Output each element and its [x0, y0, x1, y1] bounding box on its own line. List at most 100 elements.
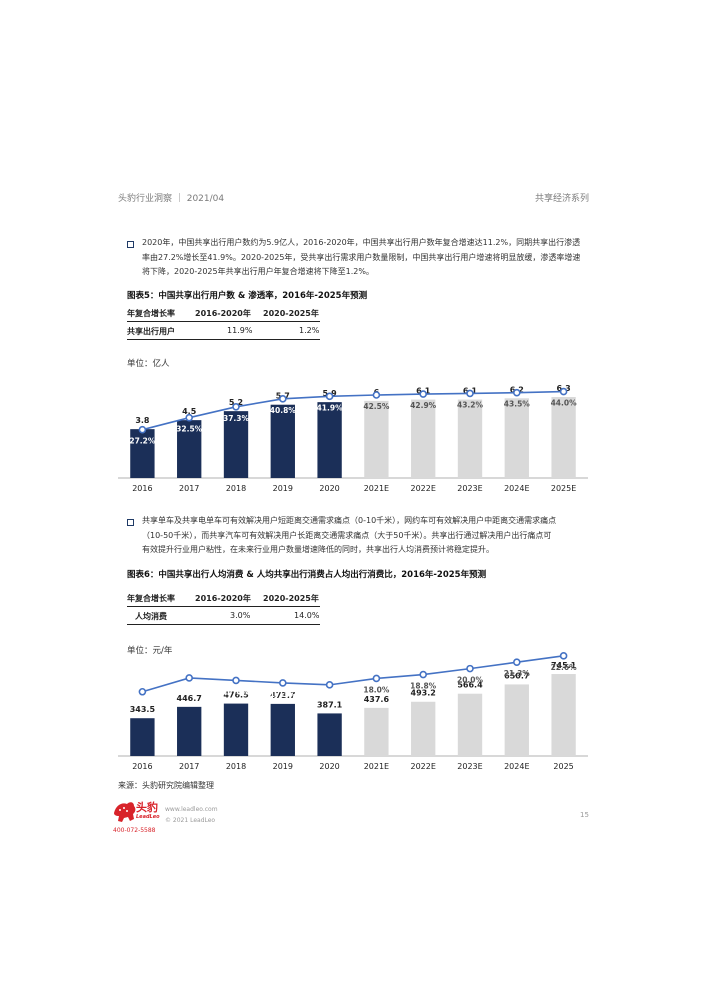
line-point — [372, 391, 381, 399]
line-point — [279, 395, 287, 403]
line-point — [325, 681, 334, 689]
pct-label: 43.2% — [457, 400, 484, 409]
pct-label: 44.0% — [551, 399, 578, 408]
bar — [364, 400, 389, 478]
line-point — [419, 390, 428, 398]
bar-value-label: 5.2 — [229, 398, 243, 407]
logo-subtext: LeadLeo — [136, 814, 160, 820]
figure-5-title: 图表5：中国共享出行用户数 & 渗透率，2016年-2025年预测 — [127, 291, 368, 301]
table-header-label: 年复合增长率 — [127, 594, 175, 603]
x-tick-label: 2020 — [319, 762, 339, 771]
paragraph-1: 2020年，中国共享出行用户数约为5.9亿人，2016-2020年，中国共享出行… — [142, 238, 581, 276]
x-tick-label: 2017 — [179, 484, 199, 493]
pct-label: 18.1% — [176, 685, 203, 694]
x-tick-label: 2016 — [132, 484, 152, 493]
header-left: 头豹行业洞察 ｜ 2021/04 — [118, 194, 225, 204]
bar-value-label: 3.8 — [135, 416, 150, 425]
pct-label: 22.6% — [551, 663, 578, 672]
line-point — [185, 674, 193, 682]
table-row-label: 共享出行用户 — [127, 327, 175, 336]
pct-label: 43.5% — [504, 400, 531, 409]
pct-label: 41.9% — [317, 403, 344, 412]
table-rule — [127, 624, 320, 625]
leadleo-logo: 头豹 LeadLeo — [112, 799, 160, 825]
paragraph-2: 共享单车及共享电单车可有效解决用户短距离交通需求痛点（0-10千米），网约车可有… — [142, 516, 557, 554]
x-tick-label: 2025E — [551, 484, 576, 493]
bar — [130, 429, 155, 478]
pct-label: 17.1% — [270, 690, 297, 699]
bar-value-label: 476.5 — [223, 691, 249, 700]
line-point — [372, 674, 381, 683]
bar — [504, 684, 529, 756]
x-tick-label: 2019 — [273, 484, 293, 493]
bar-value-label: 566.4 — [457, 681, 483, 690]
x-tick-label: 2016 — [132, 762, 152, 771]
bar — [270, 404, 295, 478]
figure-6-title: 图表6：中国共享出行人均消费 & 人均共享出行消费占人均出行消费比，2016年-… — [127, 570, 487, 580]
pct-label: 42.9% — [410, 401, 437, 410]
bar — [177, 420, 202, 478]
x-tick-label: 2021E — [364, 762, 389, 771]
table-header-period1: 2016-2020年 — [195, 309, 251, 318]
series-line — [142, 655, 564, 693]
source-note: 来源：头豹研究院编辑整理 — [118, 781, 214, 790]
chart-spending-ratio: 343.5 2016 446.7 2017 476.5 2018 473.7 2019 387.… — [118, 652, 588, 771]
bar-value-label: 650.7 — [504, 671, 529, 680]
table-rule — [127, 339, 320, 340]
footer-phone: 400-072-5588 — [113, 827, 156, 834]
bar-value-label: 745.1 — [551, 661, 577, 670]
chart-users-penetration: 3.820164.520175.220185.720195.9202062021… — [118, 384, 588, 493]
chart-2-unit: 单位：元/年 — [127, 646, 173, 656]
bar — [317, 713, 342, 756]
table-cell-period2: 1.2% — [299, 326, 320, 335]
pct-label: 37.3% — [223, 414, 250, 423]
x-tick-label: 2025 — [553, 762, 573, 771]
figure-5-table: 年复合增长率 2016-2020年 2020-2025年 共享出行用户 11.9… — [127, 306, 320, 340]
pct-label: 20.0% — [457, 676, 484, 685]
bar-value-label: 437.6 — [364, 695, 390, 704]
pct-label: 40.8% — [270, 406, 297, 415]
bar — [504, 398, 529, 478]
bar — [177, 706, 202, 756]
x-tick-label: 2022E — [410, 762, 435, 771]
x-tick-label: 2019 — [273, 762, 293, 771]
x-tick-label: 2024E — [504, 762, 529, 771]
line-point — [559, 652, 568, 660]
bullet-icon — [127, 241, 134, 248]
bar — [130, 718, 155, 756]
table-header-period2: 2020-2025年 — [263, 594, 319, 603]
table-header-period2: 2020-2025年 — [263, 309, 319, 318]
x-tick-label: 2023E — [457, 484, 482, 493]
logo-text: 头豹 — [136, 801, 158, 814]
table-cell-period2: 14.0% — [294, 611, 320, 620]
pct-label: 42.5% — [363, 402, 390, 411]
line-point — [138, 687, 147, 696]
series-line — [142, 390, 564, 431]
bar — [551, 674, 576, 756]
line-point — [279, 679, 287, 687]
pct-label: 27.2% — [129, 437, 156, 446]
bar — [551, 397, 576, 478]
figure-6-table: 年复合增长率 2016-2020年 2020-2025年 人均消费 3.0% 1… — [127, 591, 320, 625]
x-tick-label: 2024E — [504, 484, 529, 493]
bar — [411, 701, 436, 756]
table-header-label: 年复合增长率 — [127, 309, 175, 318]
x-tick-label: 2018 — [226, 762, 246, 771]
leopard-icon — [114, 802, 136, 822]
line-point — [232, 676, 240, 685]
line-point — [138, 425, 147, 434]
table-header-period1: 2016-2020年 — [195, 594, 251, 603]
x-tick-label: 2021E — [364, 484, 389, 493]
x-tick-label: 2020 — [319, 484, 339, 493]
page-number: 15 — [580, 811, 589, 819]
line-point — [419, 670, 428, 679]
footer-website[interactable]: www.leadleo.com — [165, 806, 218, 813]
pct-label: 17.6% — [223, 687, 250, 696]
bar — [317, 402, 342, 478]
table-rule — [127, 321, 320, 322]
table-rule — [127, 606, 320, 607]
x-tick-label: 2018 — [226, 484, 246, 493]
footer-copyright: © 2021 LeadLeo — [165, 817, 216, 824]
table-cell-period1: 11.9% — [227, 326, 253, 335]
bullet-icon — [127, 519, 134, 526]
